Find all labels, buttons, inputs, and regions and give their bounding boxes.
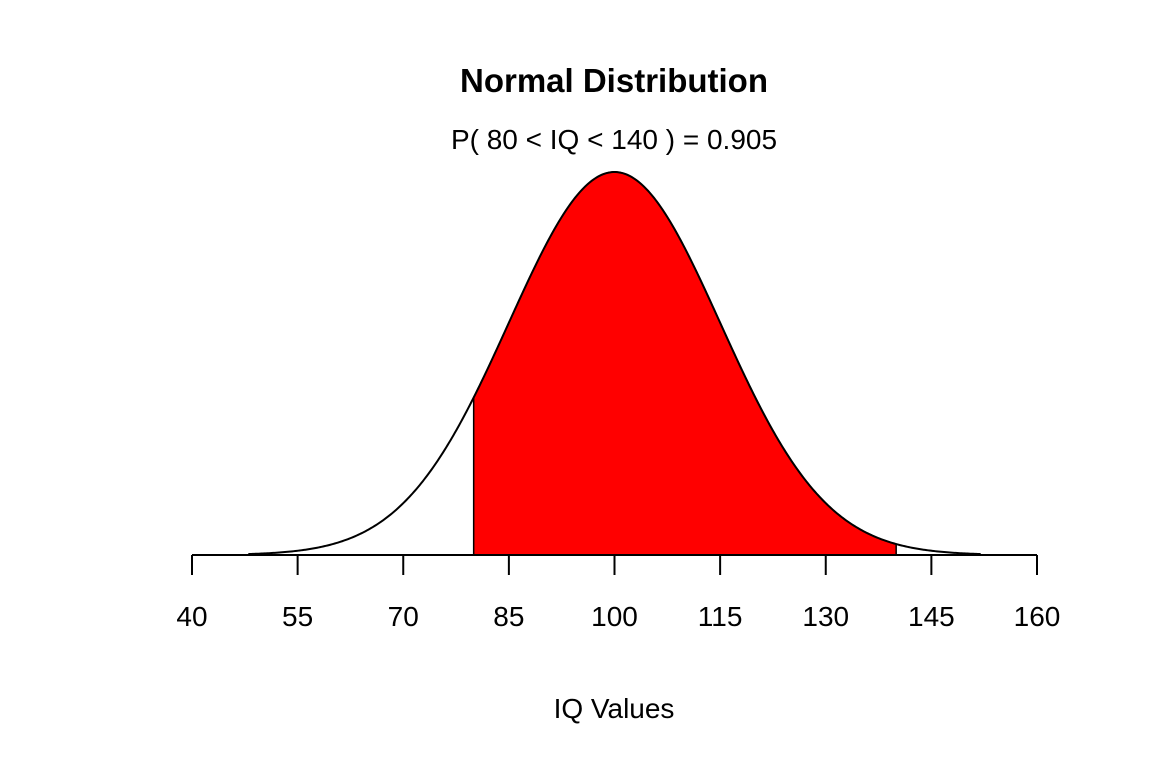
density-curve bbox=[248, 170, 981, 556]
plot-area bbox=[248, 170, 981, 556]
x-tick-label-130: 130 bbox=[802, 601, 849, 632]
x-tick-label-70: 70 bbox=[388, 601, 419, 632]
x-axis: 40 55 70 85 100 115 130 145 160 bbox=[176, 554, 1061, 632]
shaded-probability-area bbox=[472, 171, 897, 556]
x-tick-label-55: 55 bbox=[282, 601, 313, 632]
x-tick-label-160: 160 bbox=[1014, 601, 1061, 632]
x-tick-label-40: 40 bbox=[176, 601, 207, 632]
x-tick-label-100: 100 bbox=[591, 601, 638, 632]
x-axis-label: IQ Values bbox=[554, 693, 675, 724]
chart-title: Normal Distribution bbox=[460, 62, 768, 99]
x-tick-label-85: 85 bbox=[493, 601, 524, 632]
x-tick-label-115: 115 bbox=[698, 601, 743, 632]
x-tick-label-145: 145 bbox=[908, 601, 955, 632]
chart-subtitle: P( 80 < IQ < 140 ) = 0.905 bbox=[451, 124, 777, 155]
